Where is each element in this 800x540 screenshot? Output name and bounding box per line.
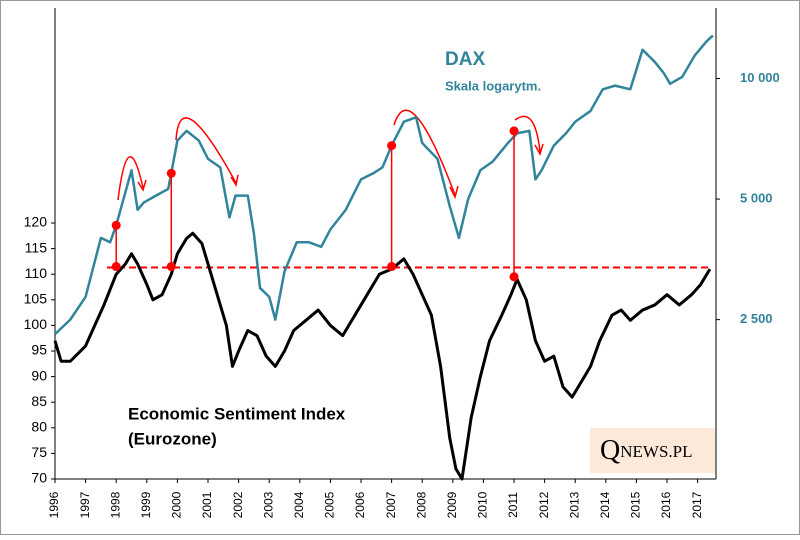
arrow [175, 117, 237, 184]
y-tick-label: 120 [24, 214, 48, 230]
logo-rest: NEWS.PL [620, 442, 692, 461]
marker-esi [111, 262, 121, 272]
x-tick-label: 2005 [323, 491, 337, 518]
marker-dax [509, 126, 519, 136]
logo: QNEWS.PL [600, 435, 692, 466]
y-tick-label: 105 [24, 291, 48, 307]
x-tick-label: 2011 [506, 492, 520, 518]
x-tick-label: 2017 [690, 491, 704, 518]
x-tick-label: 2012 [537, 491, 551, 518]
esi-label: Economic Sentiment Index [128, 404, 346, 423]
marker-dax [111, 220, 121, 230]
x-tick-label: 2016 [659, 491, 673, 518]
x-tick-label: 1997 [78, 491, 92, 518]
arrow-head [449, 185, 459, 200]
y-tick-label: 95 [31, 342, 47, 358]
arrow-head [137, 179, 147, 192]
y-tick-label: 70 [31, 470, 47, 486]
y-tick-label: 85 [31, 393, 47, 409]
y2-tick-label: 2 500 [740, 311, 773, 326]
x-tick-label: 2006 [353, 491, 367, 518]
x-tick-label: 2002 [231, 491, 245, 518]
y-tick-label: 80 [31, 419, 47, 435]
x-tick-label: 2007 [384, 491, 398, 518]
marker-dax [387, 141, 397, 151]
x-tick-label: 1998 [108, 491, 122, 518]
y-tick-label: 90 [31, 367, 47, 383]
arrow [514, 115, 541, 153]
marker-esi [509, 272, 519, 282]
marker-dax [166, 168, 176, 178]
y2-tick-label: 10 000 [740, 70, 780, 85]
series-line [54, 34, 714, 336]
arrow [117, 156, 144, 201]
y-tick-label: 110 [25, 265, 48, 281]
y2-tick-label: 5 000 [740, 191, 773, 206]
x-tick-label: 2013 [567, 491, 581, 518]
x-tick-label: 1996 [47, 491, 61, 518]
marker-esi [387, 262, 397, 272]
y-tick-label: 75 [31, 444, 47, 460]
arrow-head [230, 174, 239, 187]
x-tick-label: 2001 [200, 491, 214, 518]
arrow-head [534, 143, 544, 156]
x-tick-label: 2004 [292, 491, 306, 518]
annotation: (Eurozone) [128, 429, 217, 448]
x-tick-label: 2009 [445, 491, 459, 518]
x-tick-label: 2003 [261, 491, 275, 518]
subtitle: Skala logarytm. [445, 78, 541, 93]
marker-esi [166, 262, 176, 272]
x-tick-label: 2010 [476, 491, 490, 518]
dax-label: DAX [445, 49, 485, 70]
y-tick-label: 100 [24, 316, 48, 332]
x-tick-label: 2000 [170, 491, 184, 518]
x-tick-label: 1999 [139, 491, 153, 518]
series-line [53, 231, 712, 481]
x-tick-label: 2008 [414, 491, 428, 518]
y-tick-label: 115 [25, 239, 48, 255]
logo-q: Q [600, 435, 620, 466]
logo-box [590, 428, 715, 473]
x-tick-label: 2014 [598, 491, 612, 518]
x-tick-label: 2015 [629, 491, 643, 518]
